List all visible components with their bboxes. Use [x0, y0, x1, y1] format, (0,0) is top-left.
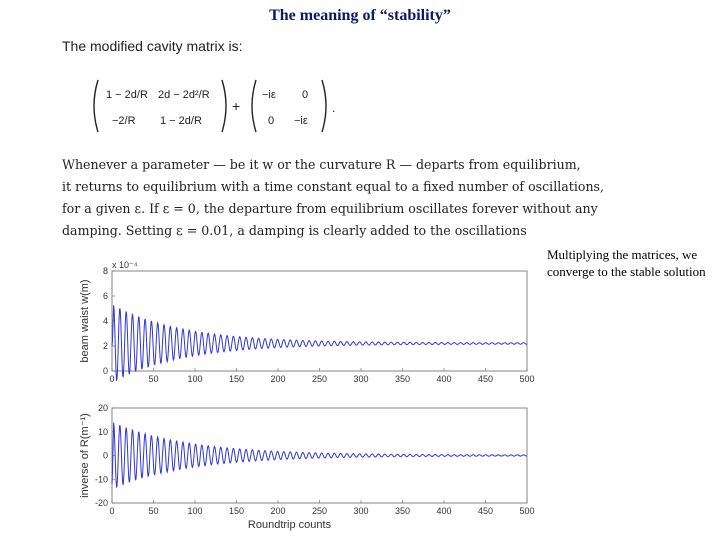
- series-line: [111, 422, 528, 489]
- matrix-e12: 0: [302, 89, 308, 101]
- side-note: Multiplying the matrices, we converge to…: [547, 247, 706, 279]
- y-axis-label: inverse of R(m⁻¹): [79, 413, 91, 498]
- paragraph-line: damping. Setting ε = 0.01, a damping is …: [62, 223, 527, 238]
- x-tick-label: 150: [229, 374, 244, 384]
- x-tick-label: 200: [270, 374, 285, 384]
- y-tick-label: 20: [98, 403, 108, 413]
- matrix-m12: 2d − 2d²/R: [158, 89, 210, 101]
- x-tick-label: 400: [436, 374, 451, 384]
- x-tick-label: 50: [148, 506, 158, 516]
- matrix-period: .: [332, 101, 335, 115]
- paragraph-line: it returns to equilibrium with a time co…: [62, 179, 605, 194]
- matrix-m11: 1 − 2d/R: [106, 89, 148, 101]
- y-tick-label: 10: [98, 427, 108, 437]
- x-tick-label: 400: [436, 506, 451, 516]
- x-tick-label: 500: [519, 506, 534, 516]
- inverse-curvature-chart: 0 50 100 150 200 250 300 350 400 450 500 -20 -10 0 10 2…: [79, 403, 535, 531]
- x-tick-label: 500: [519, 374, 534, 384]
- x-tick-label: 350: [395, 374, 410, 384]
- x-tick-label: 150: [229, 506, 244, 516]
- matrix-m22: 1 − 2d/R: [160, 115, 202, 127]
- y-tick-label: -20: [95, 498, 108, 508]
- x-tick-label: 0: [109, 506, 114, 516]
- series-line: [111, 305, 528, 382]
- x-tick-label: 200: [270, 506, 285, 516]
- stability-explanation: Whenever a parameter — be it w or the cu…: [62, 154, 605, 242]
- y-scale-label: x 10⁻⁴: [112, 260, 138, 270]
- matrix-e22: −iε: [294, 115, 308, 127]
- matrix-intro-text: The modified cavity matrix is:: [62, 38, 243, 54]
- x-tick-label: 250: [312, 374, 327, 384]
- oscillation-charts: 0 50 100 150 200 250 300 350 400 450 50002468beam …: [79, 260, 535, 531]
- y-tick-label: 8: [103, 266, 108, 276]
- y-tick-label: -10: [95, 474, 108, 484]
- x-tick-label: 300: [353, 374, 368, 384]
- x-tick-label: 0: [109, 374, 114, 384]
- x-tick-label: 300: [353, 506, 368, 516]
- y-tick-label: 4: [103, 316, 108, 326]
- page-title: The meaning of “stability”: [269, 7, 451, 24]
- plot-frame: [111, 270, 528, 372]
- paragraph-line: Whenever a parameter — be it w or the cu…: [62, 157, 581, 172]
- y-tick-label: 0: [103, 451, 108, 461]
- x-tick-label: 100: [187, 506, 202, 516]
- x-axis-label: Roundtrip counts: [248, 519, 332, 531]
- matrix-e21: 0: [268, 115, 274, 127]
- x-tick-label: 100: [187, 374, 202, 384]
- matrix-plus: +: [232, 98, 240, 114]
- x-tick-label: 450: [478, 506, 493, 516]
- y-axis-label: beam waist w(m): [79, 279, 91, 362]
- cavity-matrix-equation: 1 − 2d/R 2d − 2d²/R −2/R 1 − 2d/R + −iε …: [93, 79, 335, 133]
- matrix-e11: −iε: [262, 89, 276, 101]
- x-tick-label: 350: [395, 506, 410, 516]
- x-tick-label: 450: [478, 374, 493, 384]
- y-tick-label: 2: [103, 341, 108, 351]
- x-tick-label: 50: [148, 374, 158, 384]
- paragraph-line: for a given ε. If ε = 0, the departure f…: [62, 201, 598, 216]
- beam-waist-chart: 0 50 100 150 200 250 300 350 400 450 500 0 2 4 6 8 beam …: [79, 260, 535, 384]
- y-tick-label: 0: [103, 366, 108, 376]
- matrix-m21: −2/R: [112, 115, 136, 127]
- y-tick-label: 6: [103, 291, 108, 301]
- x-tick-label: 250: [312, 506, 327, 516]
